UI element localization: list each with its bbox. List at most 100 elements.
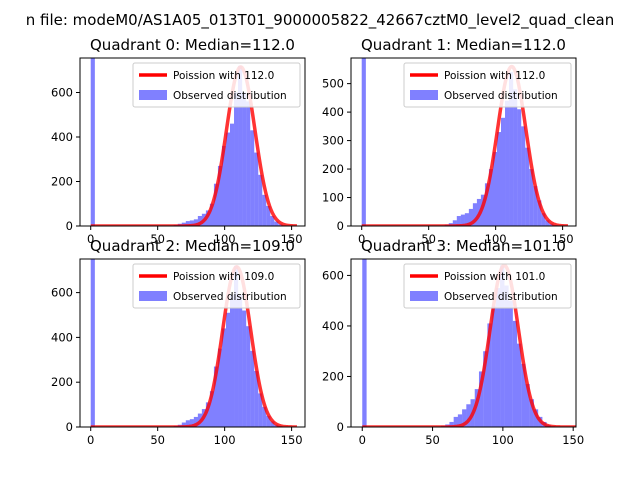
histogram-bar [509, 72, 514, 226]
y-tick-label: 100 [322, 191, 344, 205]
histogram-bar [541, 213, 546, 226]
histogram-bar [513, 89, 518, 226]
histogram-bar [533, 409, 539, 427]
axes-frame [79, 258, 306, 428]
poisson-line [90, 265, 297, 427]
histogram-bar [516, 343, 522, 427]
y-tick-label: 400 [51, 130, 73, 144]
y-tick-label: 300 [322, 134, 344, 148]
histogram-bar [217, 348, 223, 427]
histogram-bar [262, 406, 267, 427]
histogram-bar [525, 147, 530, 226]
y-tick-label: 200 [51, 375, 73, 389]
histogram-bar [209, 203, 215, 226]
legend-box [403, 263, 572, 309]
histogram-bar [462, 409, 467, 427]
subplot-2: 0 50 100 150 0 200 400 600 Quadrant 2: Median=10… [51, 237, 306, 447]
axes-frame [350, 57, 577, 227]
legend-bar-swatch [139, 291, 167, 301]
y-tick-label: 0 [337, 219, 344, 233]
legend-label: Poission with 112.0 [173, 70, 274, 82]
histogram-bar [254, 152, 259, 226]
histogram-bar [185, 221, 190, 226]
histogram-bar [262, 194, 267, 226]
histogram-bar [258, 393, 263, 427]
subplot-title: Quadrant 0: Median=112.0 [90, 36, 295, 54]
legend-label: Observed distribution [173, 291, 287, 303]
histogram-bar [230, 123, 235, 226]
histogram-bar [483, 351, 488, 427]
histogram-bar [533, 186, 538, 226]
histogram-bar [242, 310, 247, 427]
histogram-bar [478, 371, 484, 427]
histogram-bar [205, 402, 211, 427]
legend-box [403, 62, 572, 108]
plot-area [90, 259, 297, 427]
histogram-bar [274, 221, 279, 226]
histogram-bar [209, 391, 215, 427]
histogram-bar [250, 130, 255, 226]
histogram-bar [217, 165, 223, 226]
histogram-bar [505, 100, 510, 226]
histogram-bar [537, 200, 542, 226]
histogram-bar [484, 183, 490, 226]
x-tick-label: 50 [150, 433, 165, 447]
histogram-bar [221, 328, 227, 427]
x-tick-label: 100 [492, 433, 514, 447]
histogram-bar [495, 288, 501, 427]
histogram-bar [234, 92, 239, 226]
subplot-title: Quadrant 3: Median=101.0 [361, 237, 566, 255]
legend-label: Observed distribution [173, 90, 287, 102]
legend-label: Observed distribution [444, 291, 558, 303]
histogram-bar [512, 320, 518, 427]
histogram-bar [270, 215, 275, 226]
x-tick-label: 0 [87, 433, 94, 447]
histogram-bar [496, 132, 502, 226]
histogram-bar [474, 389, 480, 427]
y-tick-label: 600 [322, 268, 344, 282]
histogram-bar [189, 220, 194, 226]
plot-area [361, 58, 568, 226]
y-tick-label: 500 [322, 77, 344, 91]
x-tick-label: 150 [281, 433, 303, 447]
histogram-bar [492, 151, 498, 226]
histogram-bar [258, 174, 263, 226]
histogram-bar [278, 224, 283, 226]
legend-bar-swatch [410, 291, 438, 301]
histogram-bar [529, 399, 534, 427]
histogram-bar [456, 216, 461, 226]
histogram-bar [90, 58, 95, 226]
histogram-bar [529, 169, 534, 226]
y-tick-label: 200 [51, 174, 73, 188]
histogram-bar [453, 416, 459, 427]
y-tick-label: 400 [322, 319, 344, 333]
x-tick-label: 50 [150, 232, 165, 246]
histogram-bar [545, 220, 550, 226]
histogram-bar [242, 92, 247, 226]
y-tick-label: 600 [51, 286, 73, 300]
subplot-3: 0 50 100 150 0 200 400 600 Quadrant 3: Median=10… [322, 237, 584, 447]
legend-box [132, 263, 301, 309]
histogram-bar [221, 145, 227, 226]
histogram-bar [193, 219, 198, 226]
plot-area [362, 259, 576, 427]
poisson-line [90, 65, 297, 226]
histogram-bar [250, 350, 255, 427]
plot-area [90, 58, 297, 226]
histogram-bar [246, 101, 251, 226]
x-tick-label: 150 [281, 232, 303, 246]
x-tick-label: 0 [87, 232, 94, 246]
histogram-bar [230, 294, 235, 427]
histogram-bar [460, 214, 465, 226]
legend-bar-swatch [410, 90, 438, 100]
legend-label: Poission with 101.0 [444, 271, 545, 283]
x-tick-label: 150 [552, 232, 574, 246]
histogram-bar [501, 117, 506, 226]
y-tick-label: 0 [66, 420, 73, 434]
axes-frame [350, 258, 577, 428]
histogram-bar [472, 203, 478, 226]
y-tick-label: 200 [322, 369, 344, 383]
histogram-bar [197, 215, 203, 226]
y-tick-label: 400 [322, 105, 344, 119]
